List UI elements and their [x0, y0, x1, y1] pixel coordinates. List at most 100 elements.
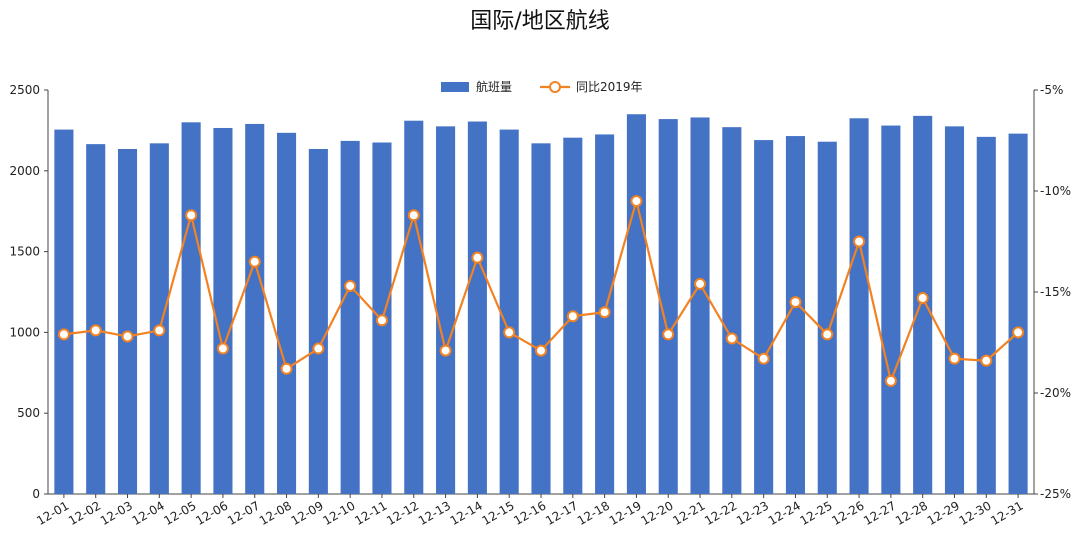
- yoy-point-12-15: [503, 326, 516, 339]
- bar-12-09: [308, 148, 328, 494]
- bar-series: [54, 114, 1028, 495]
- x-axis-tick-label: 12-29: [925, 498, 962, 528]
- yoy-point-12-25: [821, 328, 834, 341]
- x-axis-tick-label: 12-20: [639, 498, 676, 528]
- yoy-point-12-13: [439, 344, 452, 357]
- chart-title: 国际/地区航线: [470, 9, 609, 34]
- x-axis-tick-label: 12-14: [448, 498, 485, 528]
- bar-12-24: [785, 136, 805, 494]
- bar-12-06: [213, 127, 233, 494]
- x-axis-tick-label: 12-04: [130, 498, 167, 528]
- yoy-point-12-26: [853, 235, 866, 248]
- left-axis-tick-label: 500: [17, 406, 40, 420]
- legend-line-marker: [549, 81, 561, 93]
- x-axis-tick-label: 12-30: [957, 498, 994, 528]
- x-axis-tick-label: 12-19: [607, 498, 644, 528]
- bar-12-10: [340, 140, 360, 495]
- yoy-point-12-21: [694, 277, 707, 290]
- x-axis-tick-label: 12-17: [543, 498, 580, 528]
- bar-12-26: [849, 118, 869, 494]
- x-axis-tick-label: 12-05: [161, 498, 198, 528]
- legend-bar-swatch: [441, 82, 469, 92]
- x-axis-tick-label: 12-10: [320, 498, 357, 528]
- x-axis-tick-label: 12-03: [98, 498, 135, 528]
- yoy-point-12-27: [884, 374, 897, 387]
- bar-12-27: [881, 125, 901, 494]
- x-axis-tick-label: 12-28: [893, 498, 930, 528]
- x-axis-tick-label: 12-15: [479, 498, 516, 528]
- left-axis-tick-label: 0: [32, 487, 40, 501]
- x-axis-tick-labels: 12-0112-0212-0312-0412-0512-0612-0712-08…: [34, 494, 1026, 528]
- bar-12-19: [626, 114, 646, 495]
- x-axis-tick-label: 12-23: [734, 498, 771, 528]
- bar-12-25: [817, 141, 837, 494]
- x-axis-tick-label: 12-16: [511, 498, 548, 528]
- yoy-point-12-23: [757, 352, 770, 365]
- bar-12-12: [404, 120, 424, 494]
- x-axis-tick-label: 12-26: [829, 498, 866, 528]
- bar-12-07: [245, 123, 265, 494]
- left-axis-tick-label: 2000: [9, 164, 40, 178]
- bar-12-21: [690, 117, 710, 495]
- yoy-point-12-31: [1012, 326, 1025, 339]
- x-axis-tick-label: 12-06: [193, 498, 230, 528]
- x-axis-tick-label: 12-01: [34, 498, 71, 528]
- yoy-point-12-18: [598, 306, 611, 319]
- x-axis-tick-label: 12-24: [766, 498, 803, 528]
- yoy-point-12-22: [725, 332, 738, 345]
- bar-12-08: [277, 132, 297, 494]
- x-axis-tick-label: 12-12: [384, 498, 421, 528]
- yoy-point-12-08: [280, 362, 293, 375]
- yoy-point-12-17: [566, 310, 579, 323]
- left-axis-tick-label: 1500: [9, 245, 40, 259]
- yoy-point-12-04: [153, 324, 166, 337]
- bar-12-23: [754, 140, 774, 494]
- yoy-point-12-05: [185, 209, 198, 222]
- bar-12-02: [86, 144, 106, 495]
- legend-bar-label: 航班量: [476, 79, 512, 94]
- right-axis-tick-label: -5%: [1040, 83, 1063, 97]
- left-axis-tick-label: 1000: [9, 325, 40, 339]
- yoy-point-12-16: [535, 344, 547, 357]
- bar-12-16: [531, 143, 551, 494]
- yoy-point-12-30: [980, 354, 993, 367]
- bar-12-13: [436, 126, 456, 495]
- bar-12-28: [913, 115, 933, 494]
- yoy-point-12-14: [471, 251, 484, 264]
- yoy-point-12-19: [630, 195, 643, 208]
- bar-12-01: [54, 129, 74, 495]
- bar-12-20: [658, 119, 678, 494]
- bar-12-22: [722, 127, 742, 494]
- x-axis-tick-label: 12-18: [575, 498, 612, 528]
- right-axis-tick-label: -25%: [1040, 487, 1071, 501]
- yoy-point-12-11: [375, 314, 388, 327]
- bar-12-05: [181, 122, 201, 494]
- x-axis-tick-label: 12-31: [988, 498, 1025, 528]
- yoy-point-12-10: [344, 279, 357, 292]
- right-axis-tick-label: -10%: [1040, 184, 1071, 198]
- yoy-point-12-29: [948, 352, 961, 365]
- bar-12-03: [117, 148, 138, 494]
- x-axis-tick-label: 12-21: [670, 498, 707, 528]
- right-axis-tick-label: -20%: [1040, 386, 1071, 400]
- yoy-point-12-07: [248, 255, 261, 268]
- chart-legend: 航班量 同比2019年: [441, 79, 643, 94]
- x-axis-tick-label: 12-25: [798, 498, 835, 528]
- yoy-point-12-06: [216, 342, 229, 355]
- yoy-point-12-02: [89, 324, 102, 337]
- bar-12-31: [1008, 133, 1028, 494]
- yoy-point-12-09: [312, 342, 325, 355]
- yoy-point-12-12: [407, 209, 420, 222]
- x-axis-tick-label: 12-07: [225, 498, 262, 528]
- bar-12-14: [467, 121, 487, 495]
- x-axis-tick-label: 12-13: [416, 498, 453, 528]
- bar-12-04: [149, 143, 169, 494]
- x-axis-tick-label: 12-09: [289, 498, 326, 528]
- x-axis-tick-label: 12-22: [702, 498, 739, 528]
- line-series: [57, 195, 1025, 387]
- yoy-point-12-03: [121, 330, 134, 343]
- yoy-point-12-28: [916, 292, 929, 305]
- x-axis-tick-label: 12-11: [352, 498, 389, 528]
- yoy-point-12-24: [789, 296, 802, 309]
- left-axis-tick-label: 2500: [9, 83, 40, 97]
